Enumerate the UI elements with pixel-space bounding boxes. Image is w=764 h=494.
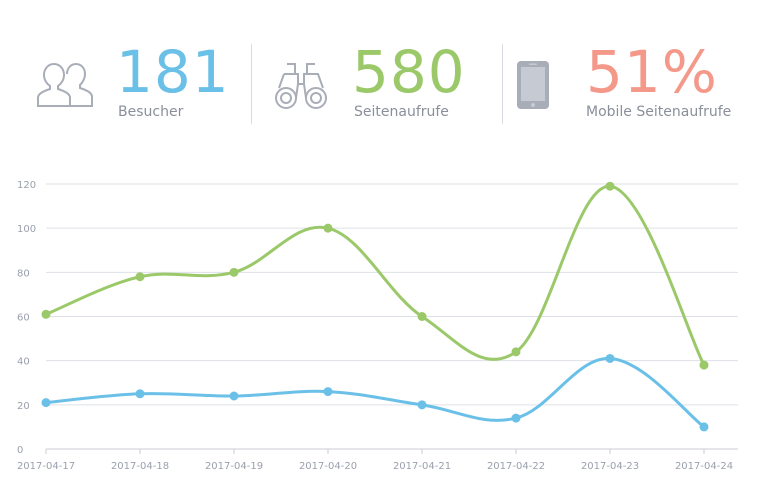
series-point-0: [605, 181, 615, 191]
x-tick-label: 2017-04-19: [205, 461, 263, 472]
x-tick-label: 2017-04-20: [299, 461, 357, 472]
y-tick-label: 100: [17, 224, 36, 235]
series-point-1: [229, 391, 239, 401]
series-line-1: [44, 356, 706, 429]
y-tick-label: 60: [17, 313, 30, 324]
mobile-pageviews-percent: 51%: [586, 38, 718, 106]
series-line-0: [44, 184, 706, 367]
series-point-0: [511, 347, 521, 357]
series-point-0: [41, 309, 51, 319]
series-point-1: [511, 413, 521, 423]
series-point-1: [605, 353, 615, 363]
series-point-1: [323, 387, 333, 397]
series-point-1: [699, 422, 709, 432]
y-tick-label: 80: [17, 268, 30, 279]
stats-bar: 181 Besucher 580 Seitenaufrufe: [0, 0, 764, 140]
pageviews-count: 580: [352, 38, 466, 106]
x-tick-label: 2017-04-23: [581, 461, 639, 472]
series-point-0: [323, 223, 333, 233]
visitors-label: Besucher: [118, 104, 184, 120]
y-tick-label: 20: [17, 401, 30, 412]
mobile-pageviews-label: Mobile Seitenaufrufe: [586, 104, 732, 120]
series-point-1: [135, 389, 145, 399]
series-point-0: [229, 267, 239, 277]
users-icon: [36, 58, 94, 116]
visitors-count: 181: [116, 38, 230, 106]
line-chart: 0 20 40 60 80 100 120 2017-04-17 2017-04-18 2017-…: [17, 180, 738, 472]
stat-divider: [251, 44, 252, 124]
series-point-1: [417, 400, 427, 410]
y-tick-label: 0: [17, 445, 23, 456]
x-tick-label: 2017-04-21: [393, 461, 451, 472]
y-tick-label: 120: [17, 180, 36, 191]
x-tick-label: 2017-04-24: [675, 461, 733, 472]
smartphone-icon: [516, 60, 550, 114]
pageviews-label: Seitenaufrufe: [354, 104, 449, 120]
x-tick-label: 2017-04-18: [111, 461, 169, 472]
series-point-0: [417, 312, 427, 321]
x-tick-label: 2017-04-22: [487, 461, 545, 472]
series-point-0: [135, 272, 145, 282]
x-tick-label: 2017-04-17: [17, 461, 75, 472]
series-point-1: [41, 398, 51, 408]
series-point-0: [699, 360, 709, 370]
stat-divider: [502, 44, 503, 124]
y-tick-label: 40: [17, 357, 30, 368]
binoculars-icon: [272, 58, 330, 116]
